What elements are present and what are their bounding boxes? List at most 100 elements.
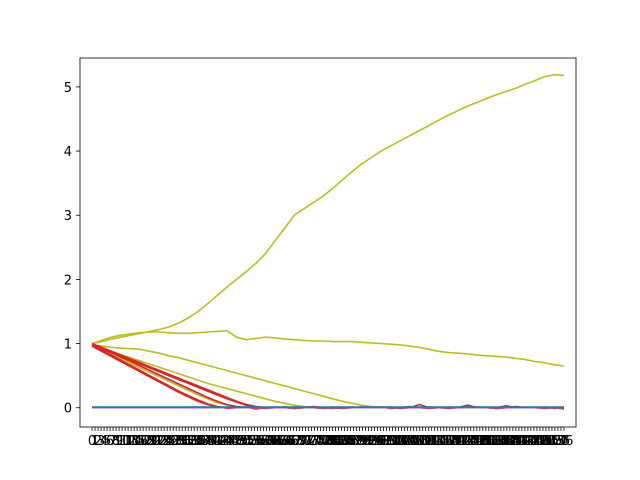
x-tick-label: 17 <box>135 434 152 449</box>
y-tick-label: 3 <box>64 209 72 224</box>
x-tick-label: 87 <box>345 434 362 449</box>
plot-frame <box>79 57 577 428</box>
x-tick-label: 29 <box>171 434 188 449</box>
x-tick-label: 130 <box>470 434 495 449</box>
x-tick-label: 31 <box>177 434 194 449</box>
y-axis-ticks: 0 1 2 3 4 5 <box>64 81 80 417</box>
x-tick-label: 8 <box>112 434 120 449</box>
x-tick-label: 140 <box>500 434 525 449</box>
x-tick-label: 62 <box>270 434 287 449</box>
x-tick-label: 117 <box>431 434 456 449</box>
x-tick-label: 42 <box>210 434 227 449</box>
x-tick-label: 5 <box>103 434 111 449</box>
y-tick-label: 1 <box>64 338 72 353</box>
x-tick-label: 156 <box>549 434 574 449</box>
x-tick-label: 49 <box>231 434 248 449</box>
x-tick-label: 118 <box>434 434 459 449</box>
series-lines <box>91 73 565 410</box>
x-tick-label: 47 <box>225 434 242 449</box>
x-tick-label: 113 <box>419 434 444 449</box>
x-tick-label: 56 <box>252 434 269 449</box>
x-tick-label: 45 <box>219 434 236 449</box>
x-tick-label: 103 <box>389 434 414 449</box>
x-tick-label: 72 <box>300 434 317 449</box>
x-tick-label: 28 <box>168 434 185 449</box>
x-tick-label: 139 <box>497 434 522 449</box>
x-tick-label: 15 <box>129 434 146 449</box>
x-tick-label: 81 <box>327 434 344 449</box>
x-tick-label: 24 <box>156 434 173 449</box>
y-tick-label: 4 <box>64 145 72 160</box>
x-tick-label: 85 <box>339 434 356 449</box>
y-tick-label: 5 <box>64 81 72 96</box>
series-line-1 <box>91 329 565 367</box>
x-tick-label: 21 <box>147 434 164 449</box>
x-tick-label: 108 <box>404 434 429 449</box>
x-tick-label: 38 <box>198 434 215 449</box>
x-tick-label: 10 <box>114 434 131 449</box>
x-tick-label: 59 <box>261 434 278 449</box>
x-tick-label: 69 <box>291 434 308 449</box>
x-tick-label: 128 <box>464 434 489 449</box>
x-tick-label: 18 <box>138 434 155 449</box>
x-tick-label: 7 <box>560 434 568 449</box>
x-tick-label: 100 <box>380 434 405 449</box>
x-tick-label: 86 <box>342 434 359 449</box>
x-tick-label: 96 <box>372 434 389 449</box>
x-tick-label: 33 <box>183 434 200 449</box>
x-tick-label: 102 <box>386 434 411 449</box>
x-tick-label: 138 <box>494 434 519 449</box>
x-tick-label: 37 <box>195 434 212 449</box>
x-tick-label: 48 <box>228 434 245 449</box>
x-tick-label: 95 <box>369 434 386 449</box>
x-tick-label: 63 <box>273 434 290 449</box>
x-tick-label: 77 <box>315 434 332 449</box>
x-tick-label: 136 <box>488 434 513 449</box>
x-tick-label: 127 <box>461 434 486 449</box>
x-tick-label: 54 <box>246 434 263 449</box>
x-tick-label: 71 <box>297 434 314 449</box>
x-tick-label: 35 <box>189 434 206 449</box>
x-tick-label: 60 <box>264 434 281 449</box>
x-tick-label: 19 <box>141 434 158 449</box>
x-tick-label: 1 <box>91 434 99 449</box>
x-tick-label: 145 <box>515 434 540 449</box>
x-tick-label: 53 <box>243 434 260 449</box>
x-tick-label: 123 <box>449 434 474 449</box>
x-tick-label: 147 <box>522 434 547 449</box>
x-tick-label: 23 <box>153 434 170 449</box>
x-tick-label: 64 <box>276 434 293 449</box>
x-tick-label: 61 <box>267 434 284 449</box>
x-tick-label: 98 <box>378 434 395 449</box>
x-tick-label: 101 <box>383 434 408 449</box>
x-tick-label: 97 <box>375 434 392 449</box>
x-tick-label: 154 <box>543 434 568 449</box>
x-tick-label: 79 <box>321 434 338 449</box>
x-tick-label: 109 <box>407 434 432 449</box>
x-tick-label: 30 <box>174 434 191 449</box>
x-tick-label: 146 <box>518 434 543 449</box>
x-tick-label: 94 <box>366 434 383 449</box>
x-tick-label: 84 <box>336 434 353 449</box>
x-tick-label: 135 <box>485 434 510 449</box>
x-tick-label: 141 <box>503 434 528 449</box>
x-tick-label: 114 <box>422 434 447 449</box>
x-tick-label: 34 <box>186 434 203 449</box>
x-tick-label: 32 <box>180 434 197 449</box>
x-tick-label: 44 <box>216 434 233 449</box>
x-tick-label: 36 <box>192 434 209 449</box>
x-tick-label: 91 <box>357 434 374 449</box>
x-tick-label: 89 <box>351 434 368 449</box>
x-tick-label: 14 <box>126 434 143 449</box>
x-tick-label: 115 <box>425 434 450 449</box>
x-tick-label: 93 <box>363 434 380 449</box>
x-tick-label: 26 <box>162 434 179 449</box>
x-tick-label: 0 <box>88 434 96 449</box>
x-tick-label: 129 <box>467 434 492 449</box>
x-tick-label: 132 <box>476 434 501 449</box>
x-tick-label: 116 <box>428 434 453 449</box>
x-tick-label: 40 <box>204 434 221 449</box>
x-tick-label: 144 <box>512 434 537 449</box>
x-tick-label: 107 <box>401 434 426 449</box>
